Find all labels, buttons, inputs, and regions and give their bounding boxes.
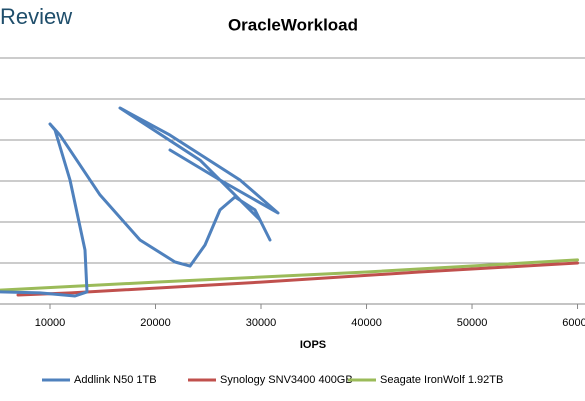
series-line xyxy=(16,261,579,297)
series-line xyxy=(0,258,579,292)
legend-label: Synology SNV3400 400GB xyxy=(220,374,353,386)
x-tick-label: 60000 xyxy=(562,317,585,329)
x-tick-label: 40000 xyxy=(351,317,382,329)
x-tick-label: 30000 xyxy=(246,317,277,329)
chart-title: OracleWorkload xyxy=(228,15,358,34)
x-tick-label: 10000 xyxy=(35,317,66,329)
x-tick-label: 50000 xyxy=(457,317,488,329)
legend-label: Seagate IronWolf 1.92TB xyxy=(380,374,503,386)
x-axis-label: IOPS xyxy=(300,339,326,351)
x-tick-label: 20000 xyxy=(140,317,171,329)
legend-label: Addlink N50 1TB xyxy=(74,374,157,386)
brand-logo: Review xyxy=(0,4,72,29)
series-line xyxy=(0,106,280,298)
